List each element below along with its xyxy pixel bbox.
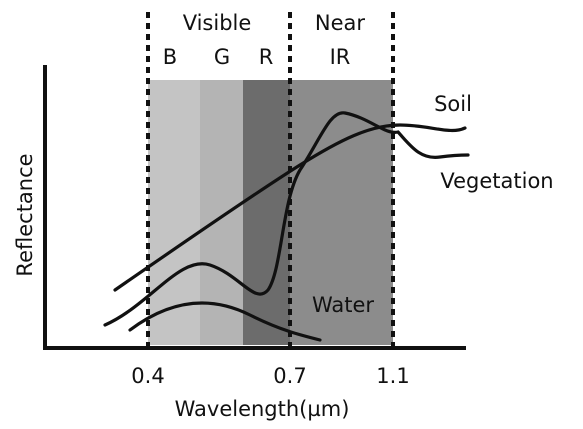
water-curve bbox=[128, 301, 322, 342]
y-axis-title: Reflectance bbox=[13, 153, 37, 276]
x-tick-label: 1.1 bbox=[376, 364, 409, 388]
band-label: B bbox=[163, 45, 177, 69]
region-label: IR bbox=[330, 45, 351, 69]
region-label: Near bbox=[315, 11, 365, 35]
x-tick-label: 0.4 bbox=[131, 364, 164, 388]
vegetation-curve bbox=[103, 111, 470, 327]
curve-label: Vegetation bbox=[440, 169, 553, 193]
blue-band bbox=[148, 80, 200, 345]
band-label: G bbox=[214, 45, 230, 69]
x-axis-title: Wavelength(µm) bbox=[175, 397, 350, 421]
curve-label: Water bbox=[312, 293, 374, 317]
band-label: R bbox=[259, 45, 274, 69]
red-band bbox=[243, 80, 290, 345]
soil-curve bbox=[113, 123, 467, 292]
curve-label: Soil bbox=[434, 92, 472, 116]
x-tick-label: 0.7 bbox=[273, 364, 306, 388]
region-label: Visible bbox=[183, 11, 252, 35]
green-band bbox=[200, 80, 243, 345]
